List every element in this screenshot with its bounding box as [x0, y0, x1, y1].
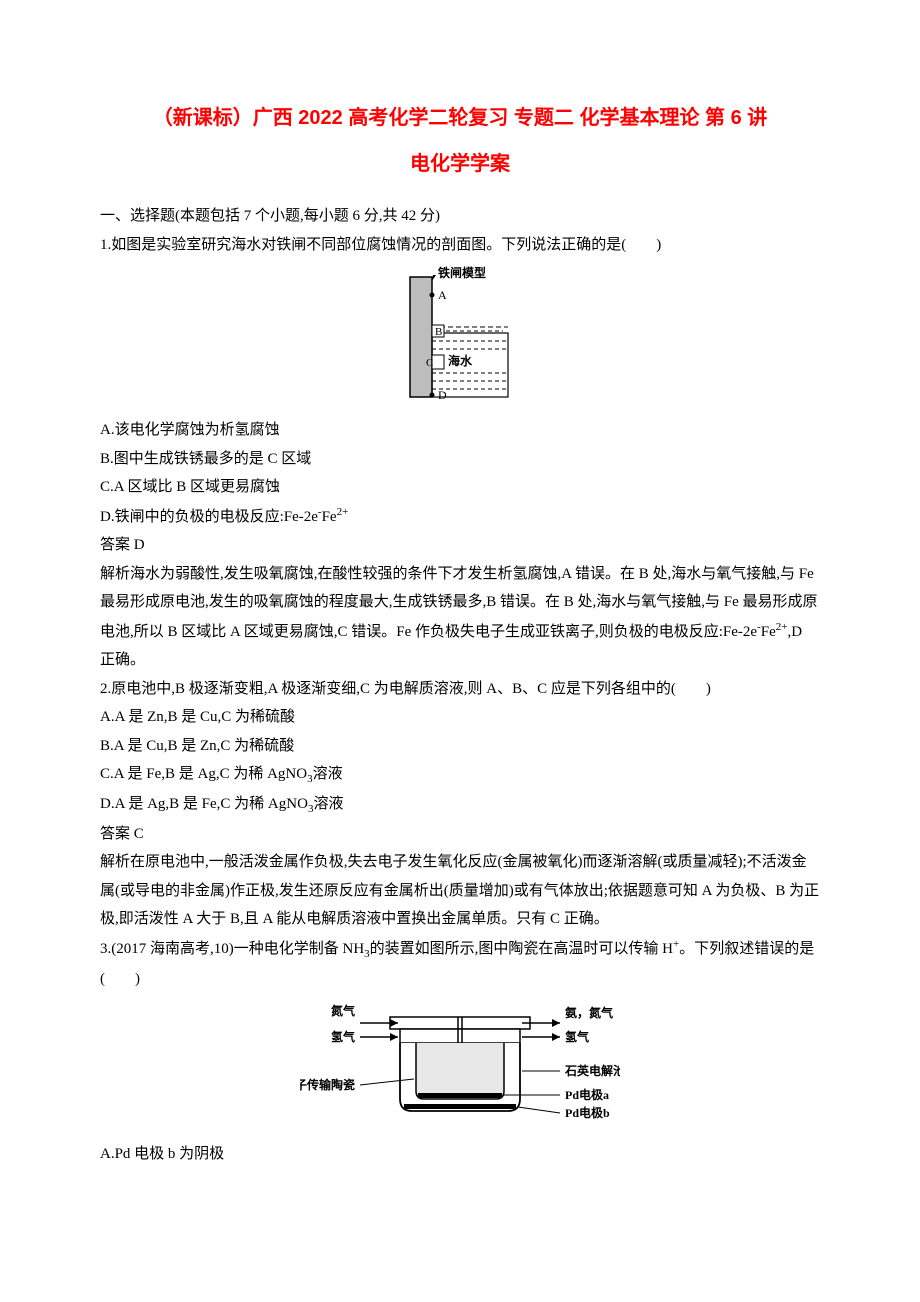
- q3-fig-h2in: 氢气: [331, 1029, 355, 1044]
- q1-fig-sea: 海水: [448, 353, 473, 368]
- q1-fig-label: 铁闸模型: [438, 265, 486, 280]
- q1-figure-svg: 铁闸模型 A B C 海水 D: [408, 265, 513, 405]
- q3-stem-pre: 3.(2017 海南高考,10)一种电化学制备 NH: [100, 941, 364, 957]
- q2-opt-c-post: 溶液: [313, 766, 343, 782]
- q1-figure: 铁闸模型 A B C 海水 D: [100, 265, 820, 410]
- q2-stem: 2.原电池中,B 极逐渐变粗,A 极逐渐变细,C 为电解质溶液,则 A、B、C …: [100, 675, 820, 704]
- q3-fig-n2: 氮气: [331, 1003, 355, 1018]
- q1-exp-1: 解析海水为弱酸性,发生吸氧腐蚀,在酸性较强的条件下才发生析氢腐蚀,A 错误。在 …: [100, 566, 818, 640]
- q2-opt-d-pre: D.A 是 Ag,B 是 Fe,C 为稀 AgNO: [100, 796, 308, 812]
- q3-fig-nh3: 氨，氮气: [565, 1005, 613, 1020]
- q2-answer: 答案 C: [100, 820, 820, 849]
- title-line1: （新课标）广西 2022 高考化学二轮复习 专题二 化学基本理论 第 6 讲: [100, 100, 820, 136]
- q1-fig-b: B: [435, 326, 442, 338]
- title-line2: 电化学学案: [100, 146, 820, 182]
- q1-opt-d: D.铁闸中的负极的电极反应:Fe-2e-Fe2+: [100, 502, 820, 532]
- q3-opt-a: A.Pd 电极 b 为阴极: [100, 1140, 820, 1169]
- q1-opt-d-pre: D.铁闸中的负极的电极反应:Fe-2e: [100, 509, 318, 525]
- q1-answer: 答案 D: [100, 531, 820, 560]
- q3-stem: 3.(2017 海南高考,10)一种电化学制备 NH3的装置如图所示,图中陶瓷在…: [100, 934, 820, 993]
- q3-fig-pda: Pd电极a: [565, 1087, 609, 1102]
- q3-figure-svg: 氮气 氨，氮气 氢气 氢气 质子传输陶瓷 石英电解池 Pd电极a Pd电极b: [300, 999, 620, 1129]
- q2-opt-c: C.A 是 Fe,B 是 Ag,C 为稀 AgNO3溶液: [100, 760, 820, 790]
- q1-opt-d-post1: Fe: [322, 509, 337, 525]
- page: （新课标）广西 2022 高考化学二轮复习 专题二 化学基本理论 第 6 讲 电…: [0, 0, 920, 1229]
- q2-opt-d: D.A 是 Ag,B 是 Fe,C 为稀 AgNO3溶液: [100, 790, 820, 820]
- q2-opt-d-post: 溶液: [313, 796, 343, 812]
- q2-opt-a: A.A 是 Zn,B 是 Cu,C 为稀硫酸: [100, 703, 820, 732]
- q1-exp-sup2: 2+: [776, 621, 788, 633]
- q3-fig-ceramic: 质子传输陶瓷: [300, 1077, 355, 1092]
- q3-fig-pdb: Pd电极b: [565, 1105, 610, 1120]
- q3-stem-mid: 的装置如图所示,图中陶瓷在高温时可以传输 H: [370, 941, 673, 957]
- q1-opt-b: B.图中生成铁锈最多的是 C 区域: [100, 445, 820, 474]
- q1-opt-d-sup2: 2+: [337, 506, 349, 518]
- q3-fig-h2out: 氢气: [565, 1029, 589, 1044]
- q1-fig-c: C: [426, 357, 433, 369]
- q3-figure: 氮气 氨，氮气 氢气 氢气 质子传输陶瓷 石英电解池 Pd电极a Pd电极b: [100, 999, 820, 1134]
- q1-fig-a: A: [438, 288, 447, 302]
- section-heading: 一、选择题(本题包括 7 个小题,每小题 6 分,共 42 分): [100, 202, 820, 231]
- q1-fig-d: D: [438, 388, 447, 402]
- q2-opt-b: B.A 是 Cu,B 是 Zn,C 为稀硫酸: [100, 732, 820, 761]
- q1-exp-2: Fe: [761, 624, 776, 640]
- q1-stem: 1.如图是实验室研究海水对铁闸不同部位腐蚀情况的剖面图。下列说法正确的是( ): [100, 231, 820, 260]
- q1-opt-c: C.A 区域比 B 区域更易腐蚀: [100, 473, 820, 502]
- q3-fig-cell: 石英电解池: [564, 1063, 620, 1078]
- q1-opt-a: A.该电化学腐蚀为析氢腐蚀: [100, 416, 820, 445]
- q2-explanation: 解析在原电池中,一般活泼金属作负极,失去电子发生氧化反应(金属被氧化)而逐渐溶解…: [100, 848, 820, 934]
- q1-explanation: 解析海水为弱酸性,发生吸氧腐蚀,在酸性较强的条件下才发生析氢腐蚀,A 错误。在 …: [100, 560, 820, 675]
- q2-opt-c-pre: C.A 是 Fe,B 是 Ag,C 为稀 AgNO: [100, 766, 307, 782]
